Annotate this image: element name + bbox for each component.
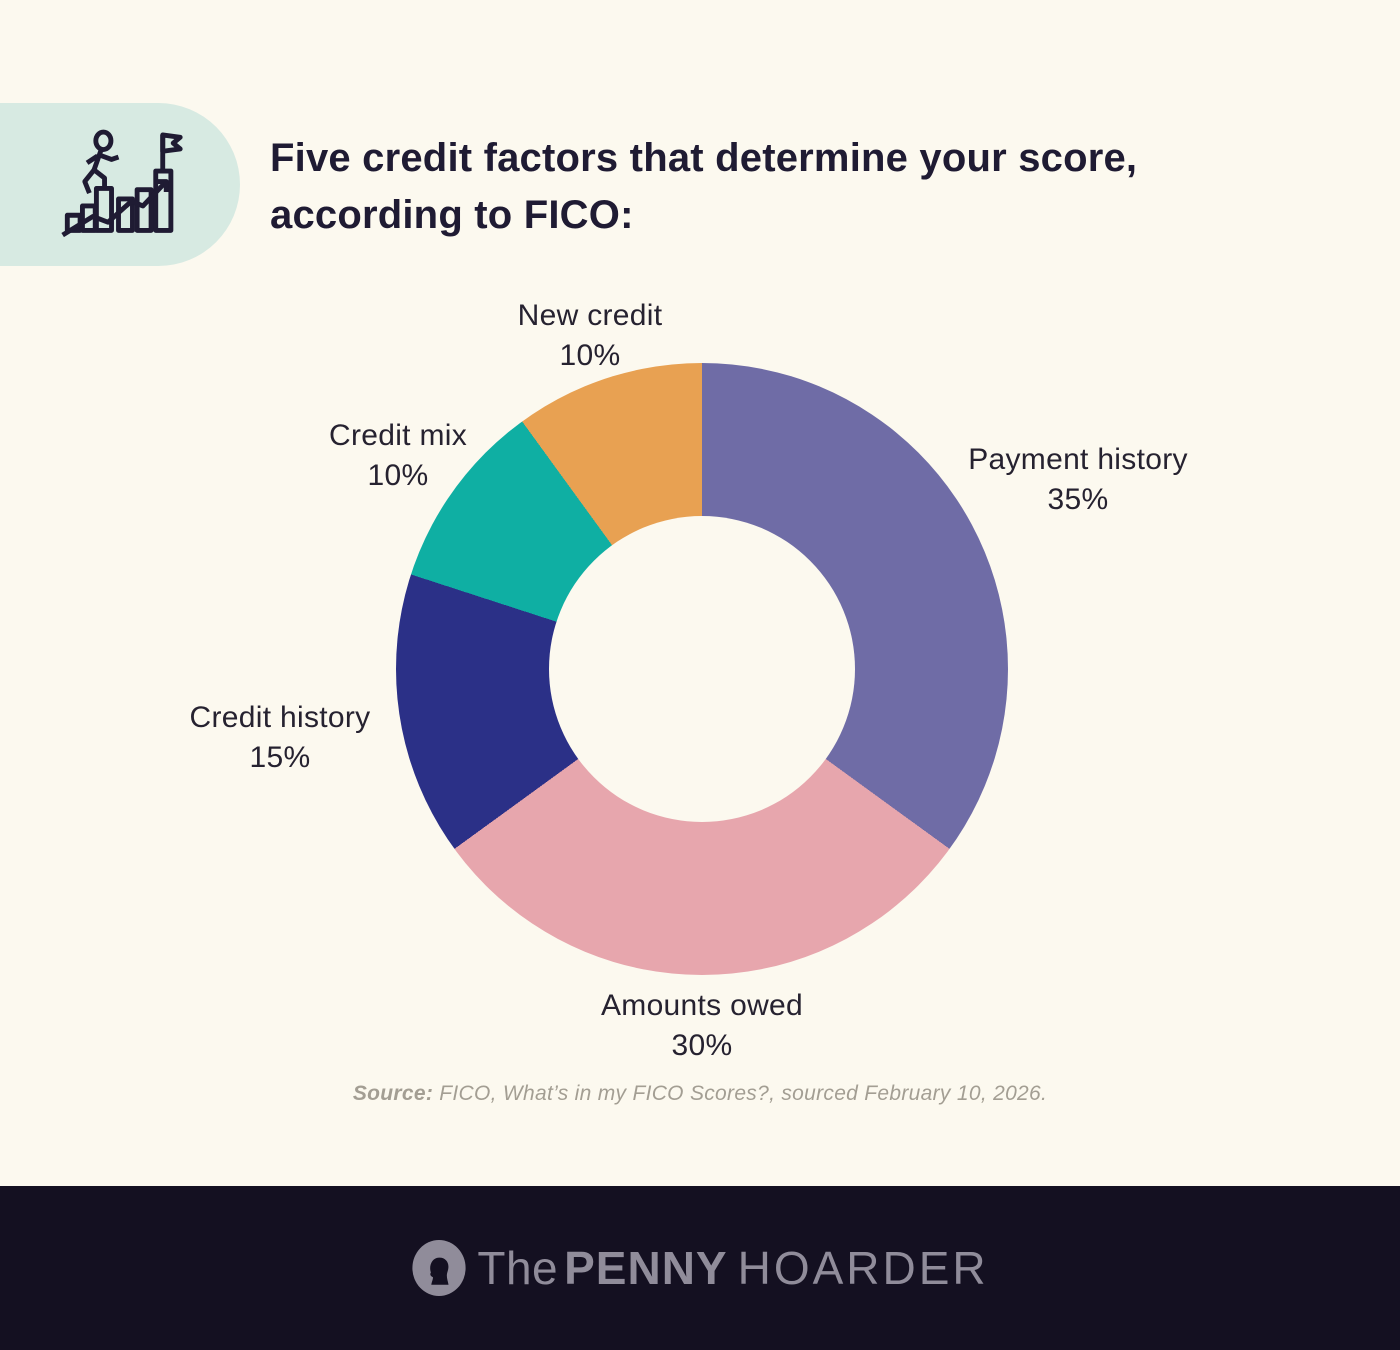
page-title: Five credit factors that determine your … bbox=[270, 130, 1230, 244]
segment-name: New credit bbox=[517, 299, 663, 332]
logo-hoarder: HOARDER bbox=[737, 1242, 989, 1294]
label-payment-history: Payment history 35% bbox=[908, 440, 1248, 520]
source-label: Source: bbox=[352, 1082, 434, 1105]
penny-coin-profile-icon bbox=[412, 1240, 466, 1296]
footer-bar: The PENNY HOARDER bbox=[0, 1186, 1400, 1350]
segment-name: Credit mix bbox=[328, 419, 467, 452]
segment-percent: 35% bbox=[1047, 483, 1109, 516]
source-note: Source: FICO, What’s in my FICO Scores?,… bbox=[0, 1082, 1400, 1106]
segment-percent: 10% bbox=[559, 339, 621, 372]
donut-hole bbox=[549, 516, 855, 822]
penny-hoarder-logo: The PENNY HOARDER bbox=[411, 1238, 988, 1298]
logo-the: The bbox=[477, 1242, 559, 1294]
label-credit-history: Credit history 15% bbox=[110, 698, 450, 778]
segment-name: Credit history bbox=[189, 701, 371, 734]
segment-percent: 30% bbox=[671, 1029, 733, 1062]
donut-chart bbox=[396, 363, 1008, 975]
header-icon-badge bbox=[0, 103, 240, 266]
source-text: FICO, What’s in my FICO Scores?, sourced… bbox=[433, 1082, 1048, 1105]
person-climbing-bar-chart-with-flag-icon bbox=[61, 129, 183, 238]
segment-percent: 10% bbox=[367, 459, 429, 492]
segment-name: Amounts owed bbox=[600, 989, 804, 1022]
label-amounts-owed: Amounts owed 30% bbox=[532, 986, 872, 1066]
segment-percent: 15% bbox=[249, 741, 311, 774]
segment-name: Payment history bbox=[968, 443, 1188, 476]
logo-penny: PENNY bbox=[564, 1242, 728, 1294]
label-credit-mix: Credit mix 10% bbox=[228, 416, 568, 496]
label-new-credit: New credit 10% bbox=[420, 296, 760, 376]
page-title-line2: according to FICO: bbox=[270, 193, 634, 237]
page-title-line1: Five credit factors that determine your … bbox=[270, 136, 1138, 180]
